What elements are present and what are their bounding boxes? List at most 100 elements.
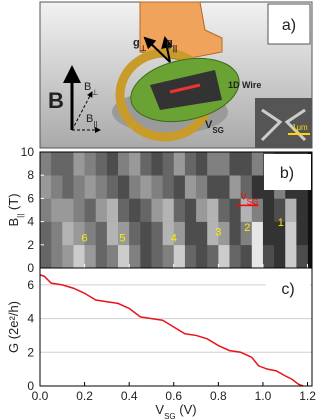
- heatmap-cell: [95, 198, 108, 222]
- peak-label: 2: [244, 222, 250, 234]
- heatmap-cell: [51, 152, 63, 176]
- sem-inset: [255, 98, 312, 148]
- x-axis-label: VSG (V): [155, 402, 196, 420]
- y-tick-label: 0: [27, 261, 34, 275]
- heatmap-cell: [240, 221, 253, 246]
- b-perp-main: B: [84, 81, 91, 93]
- peak-label: 1: [278, 217, 284, 229]
- heatmap-cell: [251, 221, 264, 246]
- x-label-main: V: [155, 402, 164, 417]
- heatmap-cell: [151, 221, 163, 246]
- g-perp-main: g: [133, 37, 140, 49]
- heatmap-cell: [196, 198, 208, 222]
- heatmap-cell: [151, 152, 163, 176]
- heatmap-cell: [229, 221, 241, 246]
- x-tick-label: 0.4: [121, 389, 138, 403]
- heatmap-cell: [240, 175, 253, 199]
- heatmap-cell: [106, 198, 119, 222]
- y-label-main: B: [6, 218, 21, 227]
- heatmap-cell: [229, 152, 241, 176]
- heatmap-cell: [118, 198, 130, 222]
- heatmap-cell: [207, 198, 219, 222]
- g-par-sub: ||: [173, 44, 177, 53]
- panel-label: b): [280, 165, 294, 182]
- heatmap-cell: [251, 175, 264, 199]
- heatmap-cell: [151, 244, 163, 269]
- heatmap-cell: [285, 221, 297, 246]
- heatmap-cell: [62, 244, 74, 269]
- heatmap-cell: [196, 244, 208, 269]
- heatmap-cell: [162, 221, 175, 246]
- heatmap-cell: [73, 198, 85, 222]
- heatmap-cell: [129, 175, 141, 199]
- heatmap-cell: [106, 221, 119, 246]
- heatmap-cell: [162, 175, 175, 199]
- heatmap-cell: [40, 175, 52, 199]
- vsg-label: VSG: [205, 119, 224, 135]
- x-label-sub: SG: [164, 412, 176, 420]
- heatmap-cell: [173, 221, 186, 246]
- vsg-sub: SG: [212, 126, 224, 135]
- heatmap-cell: [218, 175, 230, 199]
- heatmap-cell: [218, 221, 230, 246]
- heatmap-cell: [296, 198, 308, 222]
- heatmap-cell: [73, 244, 85, 269]
- label-box: [264, 154, 311, 190]
- wire: [169, 83, 201, 94]
- heatmap-cell: [262, 221, 275, 246]
- y-tick-label: 4: [27, 312, 34, 326]
- heatmap-cell: [95, 152, 108, 176]
- heatmap-cell: [62, 221, 74, 246]
- heatmap-cell: [196, 175, 208, 199]
- heatmap-cell: [162, 244, 175, 269]
- heatmap-cell: [140, 175, 152, 199]
- plot-frame: [39, 267, 313, 387]
- heatmap-cell: [184, 198, 197, 222]
- vsg-main: V: [205, 119, 213, 131]
- g-perp-label: g⊥: [133, 37, 147, 53]
- heatmap-cell: [51, 221, 63, 246]
- heatmap-cell: [296, 221, 308, 246]
- heatmap-cell: [95, 221, 108, 246]
- x-tick-label: 1.0: [255, 389, 272, 403]
- heatmap-cell: [84, 244, 97, 269]
- heatmap-cell: [129, 221, 141, 246]
- heatmap-cell: [118, 152, 130, 176]
- heatmap-cell: [229, 198, 241, 222]
- heatmap-cell: [173, 244, 186, 269]
- b-par-main: B: [86, 113, 93, 125]
- heatmap-cell: [129, 198, 141, 222]
- heatmap-cell: [73, 152, 85, 176]
- heatmap-cell: [229, 244, 241, 269]
- heatmap-cell: [196, 221, 208, 246]
- heatmap-cell: [140, 152, 152, 176]
- x-tick-label: 0.8: [210, 389, 227, 403]
- y-label-unit: (T): [6, 193, 21, 213]
- panel-label: c): [281, 281, 294, 298]
- heatmap-cell: [218, 152, 230, 176]
- heatmap-cell: [207, 244, 219, 269]
- heatmap-cell: [196, 152, 208, 176]
- heatmap-cell: [274, 221, 286, 246]
- conductance-line: [39, 274, 304, 387]
- g-par-arrow: [161, 36, 173, 63]
- b-perp-label: B⊥: [84, 81, 98, 97]
- y-tick-label: 4: [27, 215, 34, 229]
- heatmap-cell: [140, 244, 152, 269]
- g-perp-arrow: [143, 36, 171, 63]
- x-label-unit: (V): [176, 402, 197, 417]
- heatmap-cell: [84, 152, 97, 176]
- peak-label: 4: [171, 232, 177, 244]
- heatmap-cell: [118, 175, 130, 199]
- heatmap-cell: [184, 244, 197, 269]
- heatmap-cell: [173, 152, 186, 176]
- x-tick-label: 1.2: [299, 389, 316, 403]
- wire-label: 1D Wire: [228, 80, 261, 90]
- label-box: [267, 3, 311, 45]
- heatmap-cell: [151, 175, 163, 199]
- y-tick-label: 8: [27, 168, 34, 182]
- heatmap-cell: [207, 175, 219, 199]
- heatmap-cell: [95, 244, 108, 269]
- heatmap-cell: [262, 244, 275, 269]
- y-axis-label: G (2e²/h): [6, 301, 21, 353]
